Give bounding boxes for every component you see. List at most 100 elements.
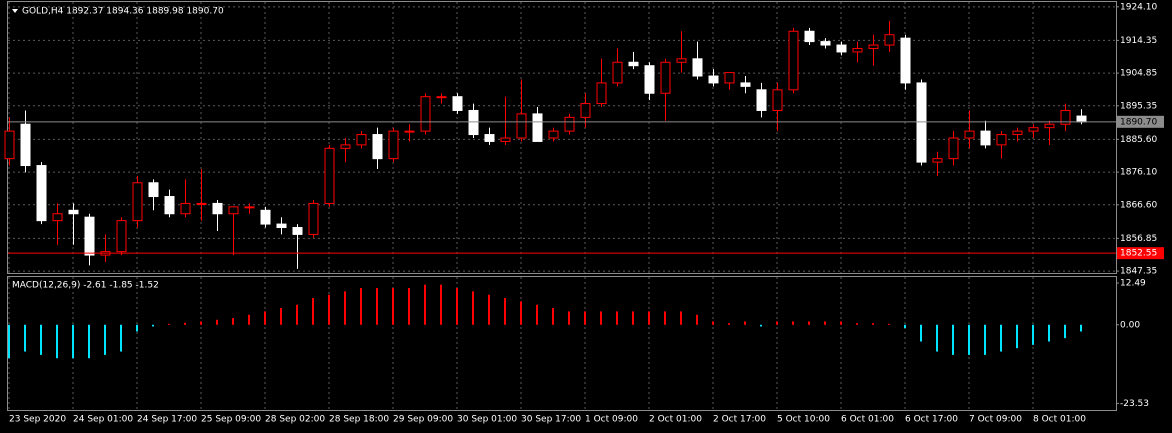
menu-arrow[interactable] <box>12 9 18 13</box>
macd-bar <box>984 324 986 355</box>
macd-bar <box>200 321 202 325</box>
candle-body <box>676 58 687 63</box>
candle-body <box>532 113 543 142</box>
macd-bar <box>1000 324 1002 352</box>
macd-bar <box>488 294 490 325</box>
macd-bar <box>392 288 394 325</box>
y-tick-label: 12.49 <box>1120 279 1146 289</box>
candle-body <box>68 209 79 215</box>
y-tick-label: 1904.85 <box>1120 69 1157 79</box>
macd-bar <box>712 321 714 325</box>
x-tick-label: 6 Oct 17:00 <box>905 415 958 425</box>
candle-body <box>804 30 815 43</box>
macd-bar <box>904 324 906 329</box>
candle-body <box>356 134 367 146</box>
candle-body <box>788 30 799 91</box>
x-tick-label: 30 Sep 17:00 <box>521 415 581 425</box>
macd-bar <box>808 321 810 325</box>
candle-body <box>164 196 175 215</box>
macd-bar <box>280 308 282 325</box>
macd-bar <box>344 291 346 325</box>
x-tick-label: 30 Sep 01:00 <box>457 415 517 425</box>
candle-body <box>292 227 303 235</box>
candle-body <box>404 130 415 133</box>
macd-title: MACD(12,26,9) -2.61 -1.85 -1.52 <box>12 281 159 291</box>
candle-body <box>548 130 559 139</box>
macd-bar <box>696 314 698 325</box>
macd-bar <box>296 304 298 325</box>
candle-body <box>500 137 511 142</box>
macd-bar <box>120 324 122 352</box>
macd-bar <box>216 319 218 325</box>
x-tick-label: 2 Oct 01:00 <box>649 415 702 425</box>
y-tick-label: -23.53 <box>1120 399 1149 409</box>
candle-body <box>932 158 943 163</box>
candle-body <box>612 61 623 84</box>
macd-bar <box>760 324 762 327</box>
candle-body <box>212 202 223 215</box>
macd-bar <box>152 324 154 327</box>
x-tick-label: 25 Sep 09:00 <box>201 415 261 425</box>
macd-bar <box>456 288 458 325</box>
macd-bar <box>104 324 106 355</box>
candle-body <box>228 206 239 215</box>
candle-body <box>692 58 703 77</box>
candle-body <box>564 116 575 132</box>
candle-body <box>4 130 15 160</box>
candle-body <box>196 202 207 205</box>
chart-title: GOLD,H4 1892.37 1894.36 1889.98 1890.70 <box>22 7 224 17</box>
macd-bar <box>968 324 970 355</box>
macd-bar <box>792 321 794 325</box>
candle-body <box>836 44 847 53</box>
candle-body <box>180 202 191 215</box>
macd-bar <box>664 311 666 325</box>
macd-bar <box>184 322 186 325</box>
y-tick-label: 1885.60 <box>1120 135 1157 145</box>
y-tick-label: 1924.10 <box>1120 2 1157 12</box>
candle-body <box>452 96 463 111</box>
bid-line-tag <box>1117 115 1164 128</box>
y-tick-label: 0.00 <box>1120 320 1140 330</box>
candle-body <box>900 37 911 84</box>
macd-bar <box>168 323 170 325</box>
candle-body <box>756 89 767 111</box>
x-tick-label: 5 Oct 10:00 <box>777 415 830 425</box>
candle-body <box>308 202 319 235</box>
candle-body <box>324 147 335 204</box>
macd-bar <box>584 311 586 325</box>
x-tick-label: 24 Sep 17:00 <box>137 415 197 425</box>
candle-body <box>772 89 783 111</box>
candle-body <box>868 44 879 49</box>
candle-body <box>420 96 431 132</box>
macd-bar <box>888 323 890 325</box>
macd-bar <box>424 284 426 325</box>
y-tick-label: 1914.35 <box>1120 36 1157 46</box>
x-tick-label: 2 Oct 17:00 <box>713 415 766 425</box>
macd-bar <box>264 311 266 325</box>
candle-body <box>964 130 975 139</box>
macd-bar <box>504 298 506 325</box>
macd-bar <box>472 291 474 325</box>
x-tick-label: 7 Oct 09:00 <box>969 415 1022 425</box>
candle-body <box>148 182 159 198</box>
candle-body <box>388 130 399 160</box>
macd-bar <box>952 324 954 355</box>
macd-bar <box>616 311 618 325</box>
macd-bar <box>856 323 858 325</box>
macd-bar <box>8 324 10 359</box>
macd-bar <box>360 288 362 325</box>
y-tick-label: 1876.10 <box>1120 168 1157 178</box>
macd-bar <box>536 304 538 325</box>
candle-body <box>596 82 607 105</box>
candle-body <box>660 61 671 94</box>
macd-bar <box>728 323 730 325</box>
candle-body <box>740 82 751 87</box>
candle-body <box>244 206 255 209</box>
x-tick-label: 28 Sep 18:00 <box>329 415 389 425</box>
candle-body <box>980 130 991 146</box>
macd-bar <box>312 298 314 325</box>
y-tick-label: 1856.85 <box>1120 234 1157 244</box>
